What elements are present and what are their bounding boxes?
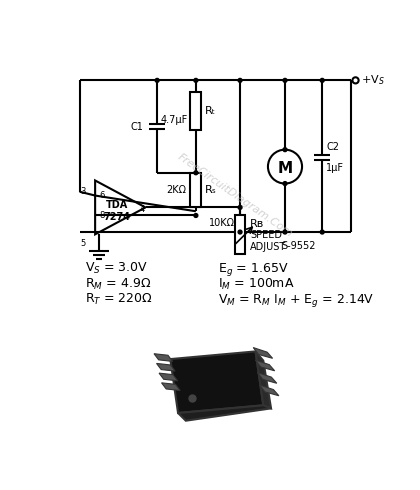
Circle shape [155, 78, 159, 82]
Text: R$_T$ = 220Ω: R$_T$ = 220Ω [85, 292, 153, 307]
Polygon shape [255, 360, 275, 371]
Text: 1μF: 1μF [326, 163, 344, 173]
Text: 10KΩ: 10KΩ [209, 218, 235, 228]
Polygon shape [257, 372, 277, 383]
Text: Rʙ: Rʙ [250, 219, 264, 229]
Text: 2KΩ: 2KΩ [167, 185, 186, 195]
Circle shape [194, 171, 198, 175]
Text: 4: 4 [139, 205, 144, 214]
Circle shape [238, 78, 242, 82]
Circle shape [238, 205, 242, 209]
Polygon shape [260, 385, 279, 396]
Circle shape [283, 148, 287, 151]
Circle shape [194, 78, 198, 82]
Text: TDA
7274: TDA 7274 [103, 200, 130, 222]
Text: R$_M$ = 4.9Ω: R$_M$ = 4.9Ω [85, 277, 151, 292]
Polygon shape [154, 354, 173, 362]
Polygon shape [253, 347, 273, 358]
Polygon shape [157, 364, 175, 371]
Circle shape [283, 230, 287, 234]
Text: 8: 8 [99, 211, 105, 220]
Text: C2: C2 [326, 142, 339, 151]
Text: V$_M$ = R$_M$ I$_M$ + E$_g$ = 2.14V: V$_M$ = R$_M$ I$_M$ + E$_g$ = 2.14V [218, 292, 374, 309]
Text: C1: C1 [130, 122, 143, 131]
Text: Rₜ: Rₜ [205, 106, 215, 116]
Bar [190, 92, 201, 130]
Polygon shape [255, 351, 271, 408]
Text: E$_g$ = 1.65V: E$_g$ = 1.65V [218, 261, 288, 278]
Text: 3: 3 [81, 187, 86, 196]
Text: FreeCircuitDiagram.Com: FreeCircuitDiagram.Com [175, 152, 294, 240]
Text: 4.7μF: 4.7μF [161, 116, 188, 125]
Polygon shape [178, 405, 271, 421]
Polygon shape [162, 383, 180, 391]
Circle shape [194, 214, 198, 218]
Bar [190, 173, 201, 207]
Polygon shape [170, 351, 263, 413]
Polygon shape [159, 373, 178, 381]
Bar [235, 216, 245, 254]
Circle shape [238, 230, 242, 234]
Text: M: M [278, 161, 293, 175]
Circle shape [320, 78, 324, 82]
Text: 6: 6 [99, 191, 105, 200]
Text: S-9552: S-9552 [282, 241, 316, 251]
Text: 5: 5 [81, 239, 86, 248]
Text: Rₛ: Rₛ [205, 185, 216, 195]
Text: +V$_S$: +V$_S$ [361, 74, 385, 87]
Text: V$_S$ = 3.0V: V$_S$ = 3.0V [85, 261, 148, 276]
Circle shape [283, 182, 287, 186]
Text: SPEED
ADJUST: SPEED ADJUST [250, 230, 286, 252]
Circle shape [320, 230, 324, 234]
Circle shape [283, 78, 287, 82]
Text: I$_M$ = 100mA: I$_M$ = 100mA [218, 277, 294, 292]
